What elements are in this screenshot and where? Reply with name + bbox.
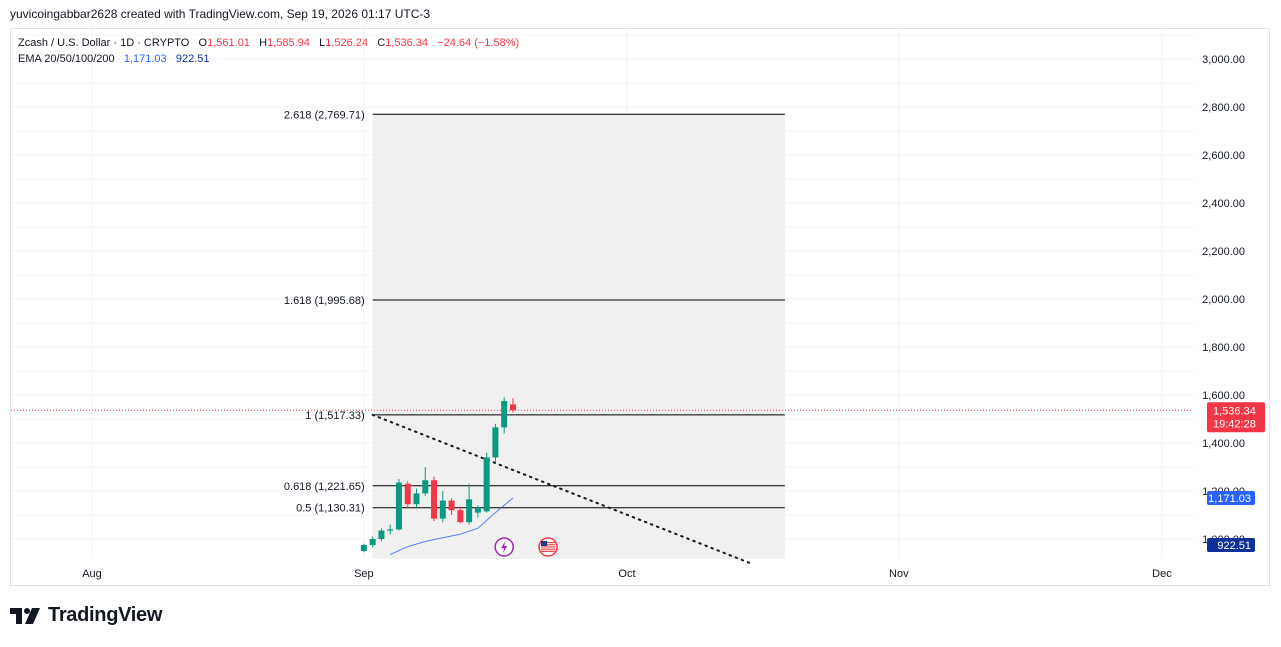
tradingview-logo-icon <box>10 607 40 624</box>
price-axis-label: 2,000.00 <box>1202 294 1245 306</box>
candle <box>483 452 490 513</box>
time-axis-label: Nov <box>889 568 909 580</box>
ema-line <box>389 497 514 556</box>
symbol-label: Zcash / U.S. Dollar · 1D · CRYPTO <box>18 37 190 49</box>
time-axis-label: Dec <box>1152 568 1172 580</box>
ema-value-badge: 1,171.03 <box>1207 490 1255 505</box>
candle-body <box>431 480 438 519</box>
candle <box>360 543 367 553</box>
bar-countdown: 19:42:28 <box>1213 418 1256 430</box>
fib-level-label: 0.5 (1,130.31) <box>296 503 365 515</box>
dotted-trend-line <box>371 413 751 564</box>
candle-body <box>387 529 394 531</box>
candle <box>431 476 438 521</box>
price-chart[interactable]: 2.618 (2,769.71) 1.618 (1,995.68) 1 (1,517… <box>11 29 1269 585</box>
fib-level-label: 1.618 (1,995.68) <box>284 295 365 307</box>
price-axis-label: 2,200.00 <box>1202 246 1245 258</box>
tradingview-logo-text: TradingView <box>48 604 163 626</box>
legend-ema-row: EMA 20/50/100/200 1,171.03 922.51 <box>18 51 519 67</box>
candle-body <box>466 499 473 523</box>
ema-badge-label: 1,171.03 <box>1208 493 1251 505</box>
candle <box>466 483 473 525</box>
high-label: H <box>259 37 268 49</box>
candle-body <box>413 493 420 505</box>
candle <box>413 488 420 508</box>
price-axis-label: 1,800.00 <box>1202 342 1245 354</box>
ema-value-badge: 922.51 <box>1207 538 1255 552</box>
price-axis-label: 1,600.00 <box>1202 390 1245 402</box>
fib-level-label: 1 (1,517.33) <box>305 410 364 422</box>
us-flag-icon <box>538 537 558 557</box>
event-markers <box>494 537 558 557</box>
low-label: L <box>319 37 326 49</box>
candle <box>395 479 402 531</box>
candle-body <box>360 545 367 551</box>
high-value: 1,585.94 <box>267 37 310 49</box>
candle <box>474 505 481 518</box>
ema-20-line <box>389 497 514 556</box>
time-axis-label: Sep <box>354 568 374 580</box>
ema-value-1: 1,171.03 <box>123 53 167 65</box>
candle <box>457 506 464 524</box>
candle-body <box>492 427 499 458</box>
fib-level-label: 2.618 (2,769.71) <box>284 109 365 121</box>
candle-body <box>457 510 464 523</box>
change-value: −24.64 (−1.58%) <box>437 37 520 49</box>
candle <box>387 524 394 535</box>
candle-body <box>509 404 516 411</box>
legend-ohlc-row: Zcash / U.S. Dollar · 1D · CRYPTO O1,561… <box>18 35 519 51</box>
candle <box>369 536 376 548</box>
ema-badge-label: 922.51 <box>1217 540 1251 552</box>
candle <box>492 423 499 463</box>
candle-body <box>483 457 490 512</box>
tradingview-logo[interactable]: TradingView <box>10 604 162 627</box>
close-label: C <box>377 37 386 49</box>
chart-frame[interactable]: 2.618 (2,769.71) 1.618 (1,995.68) 1 (1,517… <box>10 28 1270 586</box>
attribution-text: yuvicoingabbar2628 created with TradingV… <box>10 7 431 21</box>
candle-body <box>369 539 376 545</box>
time-axis-label: Oct <box>618 568 635 580</box>
time-axis-label: Aug <box>82 568 102 580</box>
price-axis-label: 2,800.00 <box>1202 102 1245 114</box>
time-axis: Aug Sep Oct Nov Dec <box>82 568 1172 580</box>
ema-label: EMA 20/50/100/200 <box>18 53 115 65</box>
candle-body <box>448 500 455 511</box>
lightning-icon <box>494 537 514 557</box>
candle-body <box>501 401 508 428</box>
fib-level-label: 0.618 (1,221.65) <box>284 481 365 493</box>
candle <box>422 467 429 496</box>
low-value: 1,526.24 <box>325 37 369 49</box>
candle <box>404 481 411 508</box>
fibonacci-extension: 2.618 (2,769.71) 1.618 (1,995.68) 1 (1,517… <box>284 109 785 560</box>
trend-line <box>11 409 1193 564</box>
open-label: O <box>198 37 208 49</box>
price-axis-label: 2,600.00 <box>1202 150 1245 162</box>
price-axis: 1,000.001,200.001,400.001,600.001,800.00… <box>1202 54 1265 552</box>
candle <box>501 397 508 434</box>
price-axis-label: 3,000.00 <box>1202 54 1245 66</box>
candle <box>448 498 455 515</box>
candle <box>509 398 516 413</box>
candle-body <box>404 483 411 505</box>
candle-body <box>439 500 446 519</box>
price-axis-label: 2,400.00 <box>1202 198 1245 210</box>
ema-value-2: 922.51 <box>175 53 210 65</box>
close-value: 1,536.34 <box>385 37 429 49</box>
current-price-value: 1,536.34 <box>1213 405 1256 417</box>
price-axis-label: 1,400.00 <box>1202 438 1245 450</box>
candle-body <box>474 507 481 513</box>
candlesticks <box>360 397 516 553</box>
candle-body <box>422 480 429 494</box>
candle <box>378 528 385 542</box>
open-value: 1,561.01 <box>207 37 250 49</box>
fib-zone <box>372 114 785 560</box>
candle-body <box>395 482 402 530</box>
chart-legend: Zcash / U.S. Dollar · 1D · CRYPTO O1,561… <box>18 35 519 67</box>
candle <box>439 491 446 523</box>
candle-body <box>378 530 385 539</box>
